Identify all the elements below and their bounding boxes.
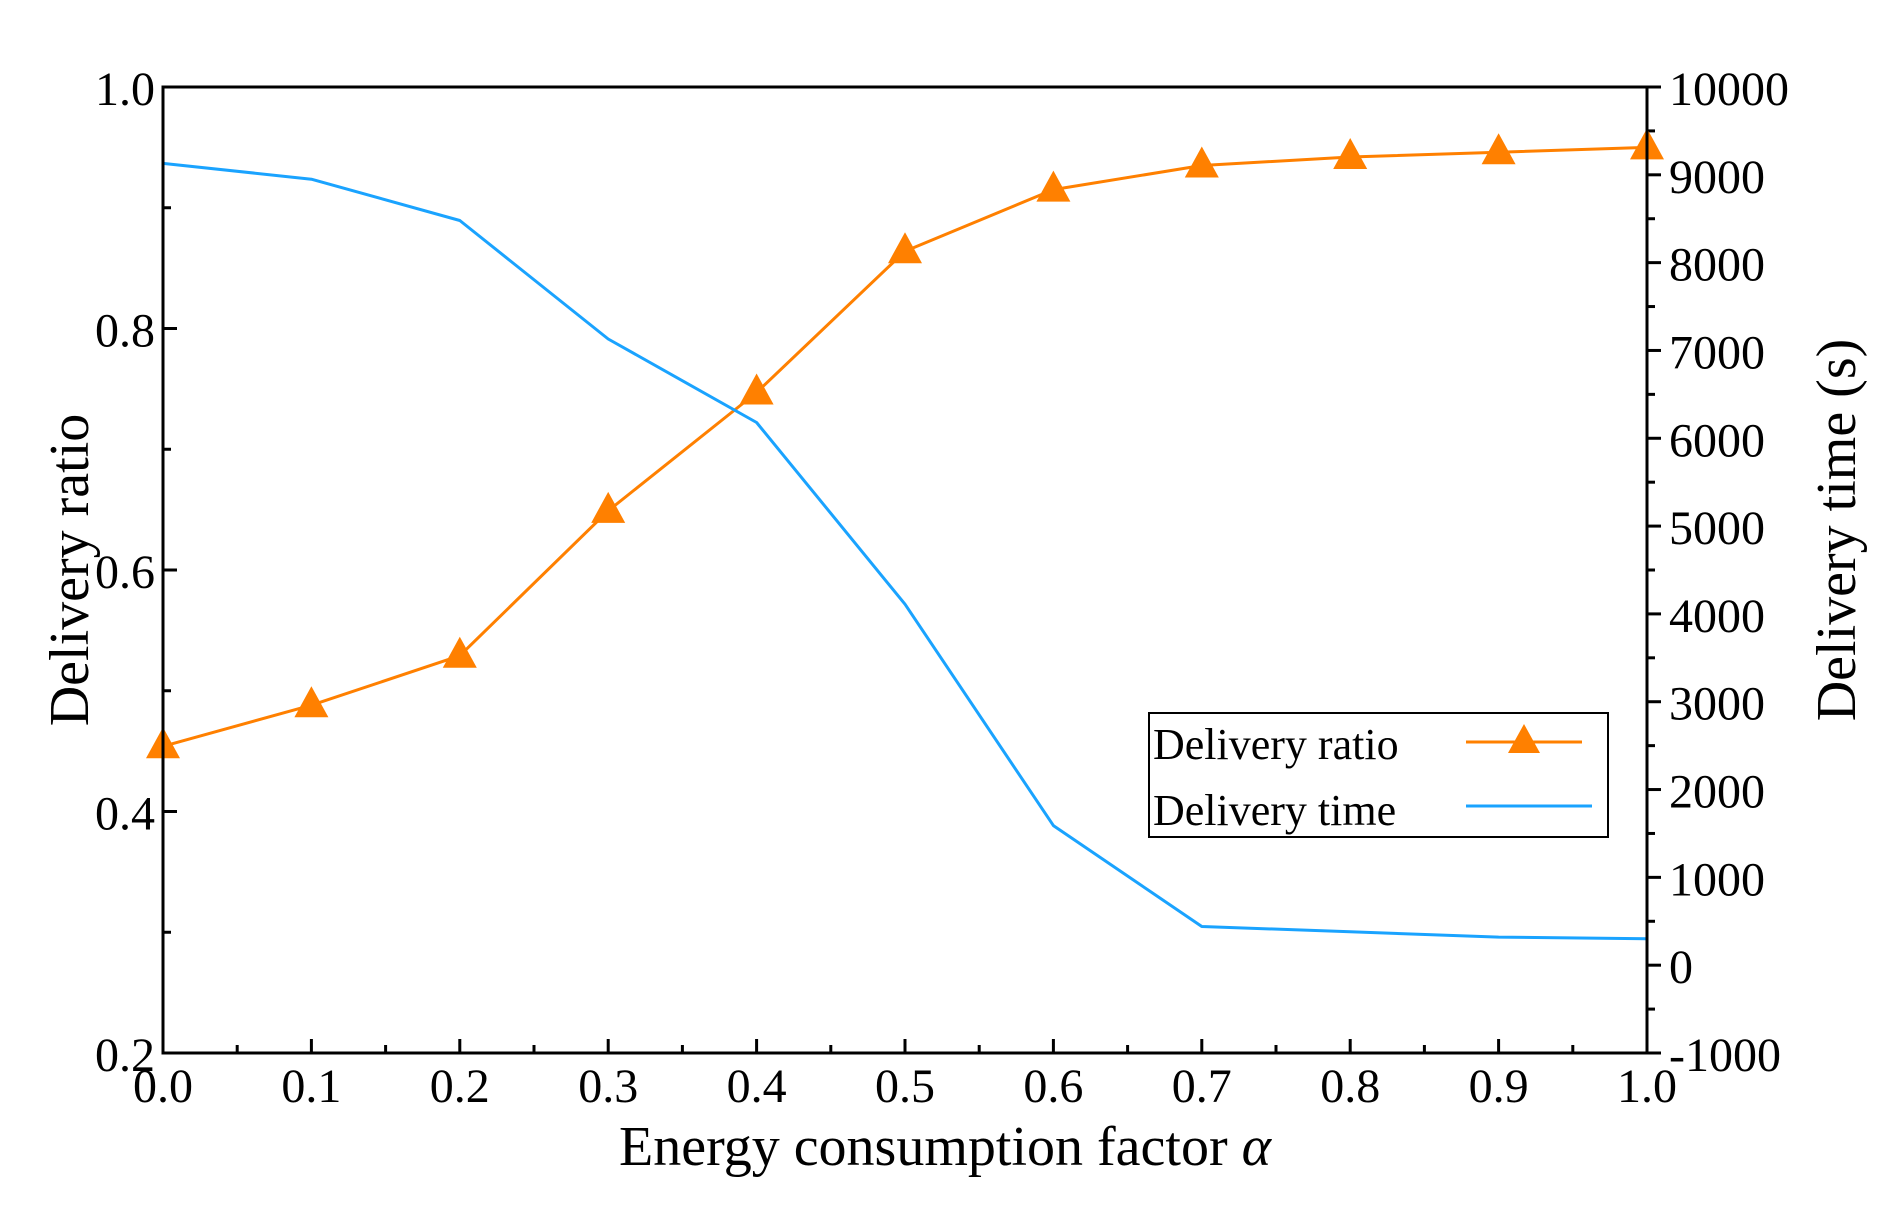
y-right-axis-label: Delivery time (s) bbox=[1806, 339, 1868, 722]
data-point-delivery-ratio bbox=[591, 491, 626, 523]
x-tick-label: 0.6 bbox=[1023, 1060, 1083, 1113]
x-tick-label: 0.1 bbox=[281, 1060, 341, 1113]
series-line-delivery-time bbox=[162, 161, 1648, 941]
data-point-delivery-ratio bbox=[888, 232, 922, 264]
y-right-tick-label: 5000 bbox=[1669, 502, 1765, 555]
y-left-axis-label: Delivery ratio bbox=[39, 414, 101, 727]
data-point-delivery-ratio bbox=[442, 636, 477, 668]
x-tick-label: 1.0 bbox=[1617, 1060, 1677, 1113]
y-right-tick-label: 8000 bbox=[1669, 239, 1765, 292]
y-left-tick-label: 0.6 bbox=[95, 546, 155, 599]
y-right-tick-label: 0 bbox=[1669, 941, 1693, 994]
ticks-layer: 0.0 0.1 0.2 0.3 0.4 0.5 0.6 0.7 0.8 0.9 1.0 0.2 0.4 0… bbox=[95, 63, 1789, 1113]
data-point-delivery-ratio bbox=[294, 686, 329, 718]
x-tick-label: 0.8 bbox=[1320, 1060, 1380, 1113]
data-point-delivery-ratio bbox=[1036, 170, 1071, 202]
y-right-tick-label: -1000 bbox=[1669, 1029, 1781, 1082]
legend: Delivery ratio Delivery time bbox=[1148, 712, 1609, 838]
y-right-tick-label: 7000 bbox=[1669, 326, 1765, 379]
x-axis-label-text: Energy consumption factor bbox=[619, 1116, 1228, 1178]
x-tick-label: 0.3 bbox=[578, 1060, 638, 1113]
legend-label-delivery-ratio: Delivery ratio bbox=[1153, 720, 1399, 769]
y-left-tick-label: 0.2 bbox=[95, 1029, 155, 1082]
data-point-delivery-ratio bbox=[739, 373, 774, 405]
x-axis-label-symbol: α bbox=[1242, 1116, 1273, 1178]
x-tick-label: 0.7 bbox=[1172, 1060, 1232, 1113]
data-point-delivery-ratio bbox=[1481, 133, 1516, 165]
y-right-tick-label: 9000 bbox=[1669, 151, 1765, 204]
x-tick-label: 0.5 bbox=[875, 1060, 935, 1113]
legend-label-delivery-time: Delivery time bbox=[1153, 786, 1396, 835]
x-tick-label: 0.0 bbox=[133, 1060, 193, 1113]
x-tick-label: 0.4 bbox=[727, 1060, 787, 1113]
y-left-tick-label: 1.0 bbox=[95, 63, 155, 116]
y-left-tick-label: 0.4 bbox=[95, 788, 155, 841]
y-left-tick-label: 0.8 bbox=[95, 305, 155, 358]
legend-marker-triangle bbox=[1508, 724, 1540, 753]
x-tick-label: 0.9 bbox=[1469, 1060, 1529, 1113]
y-right-tick-label: 6000 bbox=[1669, 414, 1765, 467]
x-axis-label: Energy consumption factor α bbox=[619, 1116, 1273, 1178]
y-right-tick-label: 3000 bbox=[1669, 678, 1765, 731]
y-right-tick-label: 4000 bbox=[1669, 590, 1765, 643]
legend-box bbox=[1148, 712, 1609, 838]
data-point-delivery-ratio bbox=[1333, 138, 1368, 170]
series-layer bbox=[146, 128, 1664, 941]
plot-frame bbox=[161, 85, 1649, 1055]
x-tick-label: 0.2 bbox=[430, 1060, 490, 1113]
data-point-delivery-ratio bbox=[1184, 146, 1219, 178]
y-right-tick-label: 2000 bbox=[1669, 766, 1765, 819]
y-right-tick-label: 1000 bbox=[1669, 853, 1765, 906]
y-right-tick-label: 10000 bbox=[1669, 63, 1789, 116]
